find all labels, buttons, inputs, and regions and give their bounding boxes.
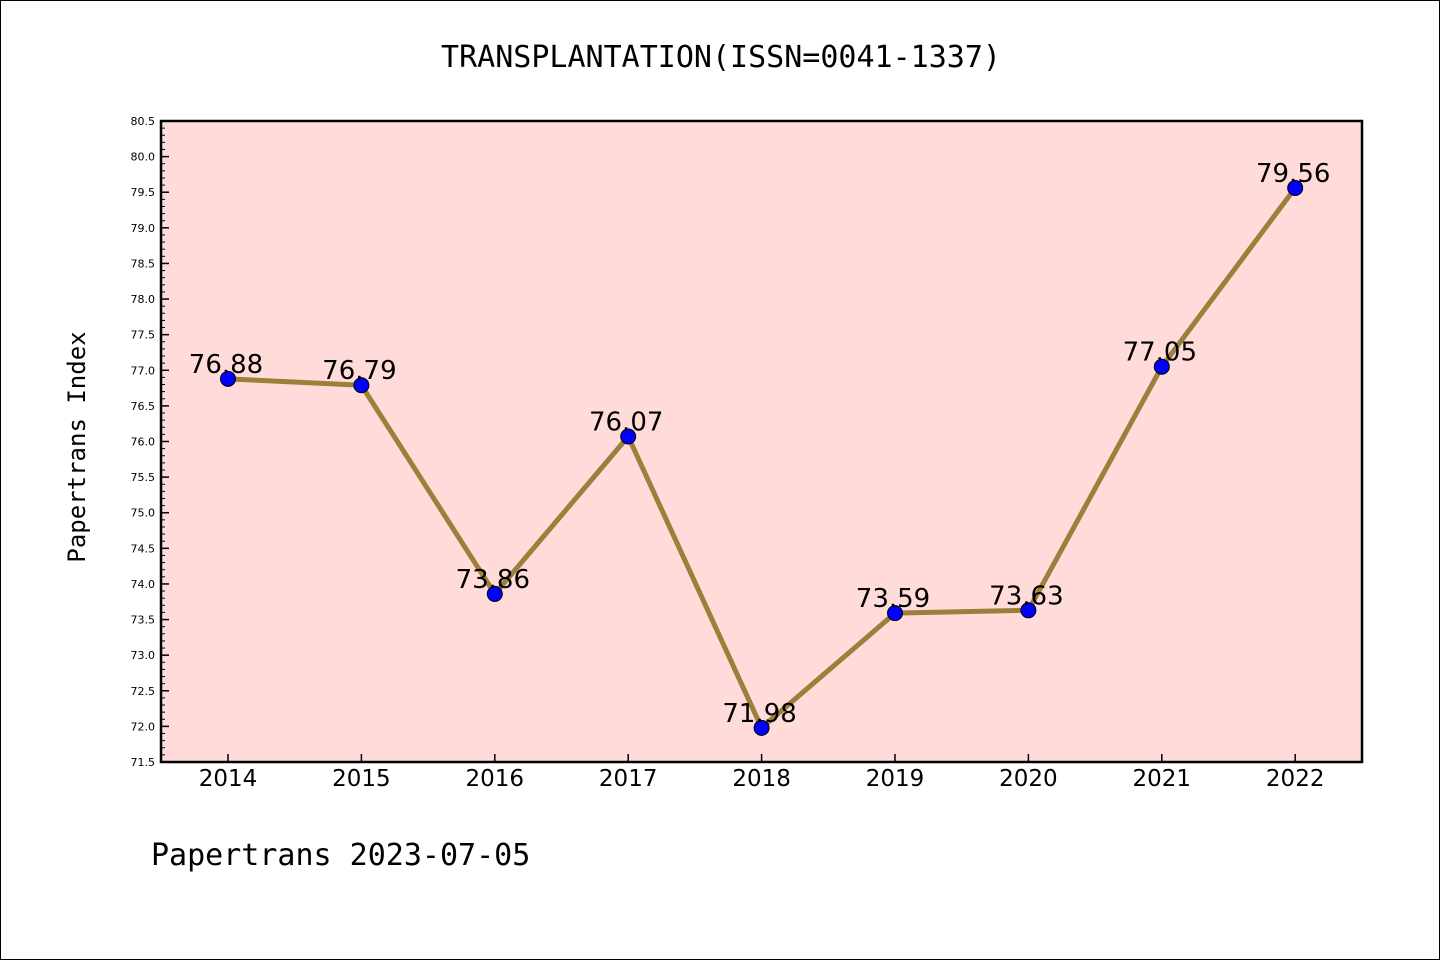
y-tick-label: 74.5 [131,542,156,555]
data-label: 79.56 [1256,159,1330,189]
y-tick-label: 75.0 [131,507,156,520]
data-label: 73.59 [856,584,930,614]
y-tick-label: 72.5 [131,685,156,698]
data-point [620,428,637,445]
data-point [353,377,370,394]
x-tick-label: 2020 [999,766,1058,792]
data-label: 76.07 [589,408,663,438]
y-tick-label: 80.0 [131,151,156,164]
y-tick-label: 77.0 [131,364,156,377]
data-point [887,605,903,622]
plot-area [159,119,1364,764]
y-tick-label: 77.5 [131,329,156,342]
y-tick-label: 80.5 [131,115,156,128]
y-axis-label: Papertrans Index [63,331,91,562]
x-tick-label: 2019 [866,766,925,792]
x-tick-label: 2018 [732,766,791,792]
data-point [486,585,503,602]
x-tick-label: 2014 [199,766,258,792]
series-line [220,179,1304,736]
y-tick-label: 78.5 [131,257,156,270]
data-labels: 76.88 76.79 73.86 76.07 71.98 73.59 73.63 77.05… [189,159,1331,729]
y-tick-label: 73.0 [131,649,156,662]
y-tick-label: 72.0 [131,720,156,733]
x-axis: 2014 2015 2016 2017 2018 2019 2020 2021 2022 [199,754,1325,792]
y-tick-label: 76.0 [131,436,156,449]
data-label: 73.86 [456,565,530,595]
y-tick-label: 79.5 [131,186,156,199]
y-axis: 71.5 72.0 72.5 73.0 73.5 74.0 74.5 75.0 75.5 76.0… [131,115,169,769]
data-point [753,719,770,736]
y-tick-label: 74.0 [131,578,156,591]
data-label: 71.98 [722,699,796,729]
data-point [220,370,236,387]
x-tick-label: 2015 [332,766,391,792]
x-tick-label: 2017 [599,766,658,792]
data-label: 77.05 [1123,338,1197,368]
y-tick-label: 79.0 [131,222,156,235]
data-point [1153,358,1170,375]
y-tick-label: 73.5 [131,614,156,627]
y-tick-label: 78.0 [131,293,156,306]
data-point [1020,602,1037,619]
data-point [1287,179,1304,196]
x-tick-label: 2016 [466,766,525,792]
y-tick-label: 76.5 [131,400,156,413]
x-tick-label: 2022 [1266,766,1325,792]
chart-title: TRANSPLANTATION(ISSN=0041-1337) [441,40,1001,75]
y-tick-label: 75.5 [131,471,156,484]
data-label: 76.79 [322,356,396,386]
footer-text: Papertrans 2023-07-05 [151,838,530,873]
data-label: 76.88 [189,350,263,380]
y-tick-label: 71.5 [131,756,156,769]
x-tick-label: 2021 [1133,766,1192,792]
data-label: 73.63 [989,581,1063,611]
